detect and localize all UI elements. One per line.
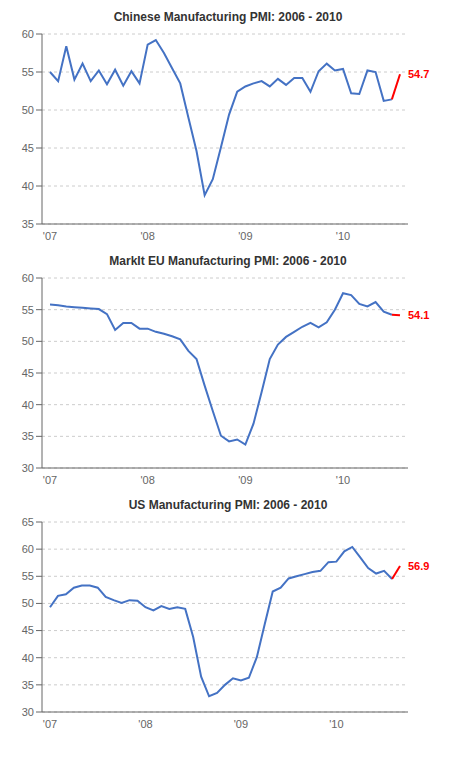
svg-text:'09: '09 [238,230,252,242]
svg-text:40: 40 [22,652,34,664]
svg-text:54.1: 54.1 [408,309,429,321]
svg-text:'10: '10 [336,230,350,242]
svg-text:55: 55 [22,570,34,582]
svg-text:50: 50 [22,597,34,609]
svg-text:35: 35 [22,218,34,230]
svg-text:'08: '08 [141,230,155,242]
svg-text:'09: '09 [238,474,252,486]
html-text:US Manufacturing PMI: 2006 - 2: US Manufacturing PMI: 2006 - 2010 [128,498,328,512]
svg-text:'08: '08 [141,474,155,486]
svg-text:55: 55 [22,66,34,78]
svg-text:'09: '09 [234,718,248,730]
svg-text:35: 35 [22,430,34,442]
svg-text:35: 35 [22,679,34,691]
svg-text:50: 50 [22,335,34,347]
html-text:MarkIt EU Manufacturing PMI: 2: MarkIt EU Manufacturing PMI: 2006 - 2010 [109,254,347,268]
svg-text:30: 30 [22,706,34,718]
svg-text:40: 40 [22,399,34,411]
svg-text:65: 65 [22,516,34,528]
svg-text:50: 50 [22,104,34,116]
svg-text:45: 45 [22,367,34,379]
svg-text:45: 45 [22,624,34,636]
svg-text:56.9: 56.9 [408,560,429,572]
svg-text:'08: '08 [138,718,152,730]
svg-text:55: 55 [22,304,34,316]
svg-text:'10: '10 [336,474,350,486]
svg-text:40: 40 [22,180,34,192]
svg-text:60: 60 [22,272,34,284]
svg-text:60: 60 [22,543,34,555]
svg-text:'07: '07 [43,474,57,486]
svg-text:30: 30 [22,462,34,474]
svg-text:'10: '10 [329,718,343,730]
html-text:Chinese Manufacturing PMI: 200: Chinese Manufacturing PMI: 2006 - 2010 [113,10,343,24]
svg-text:54.7: 54.7 [408,68,429,80]
svg-text:'07: '07 [43,230,57,242]
svg-text:'07: '07 [43,718,57,730]
svg-text:45: 45 [22,142,34,154]
svg-text:60: 60 [22,28,34,40]
